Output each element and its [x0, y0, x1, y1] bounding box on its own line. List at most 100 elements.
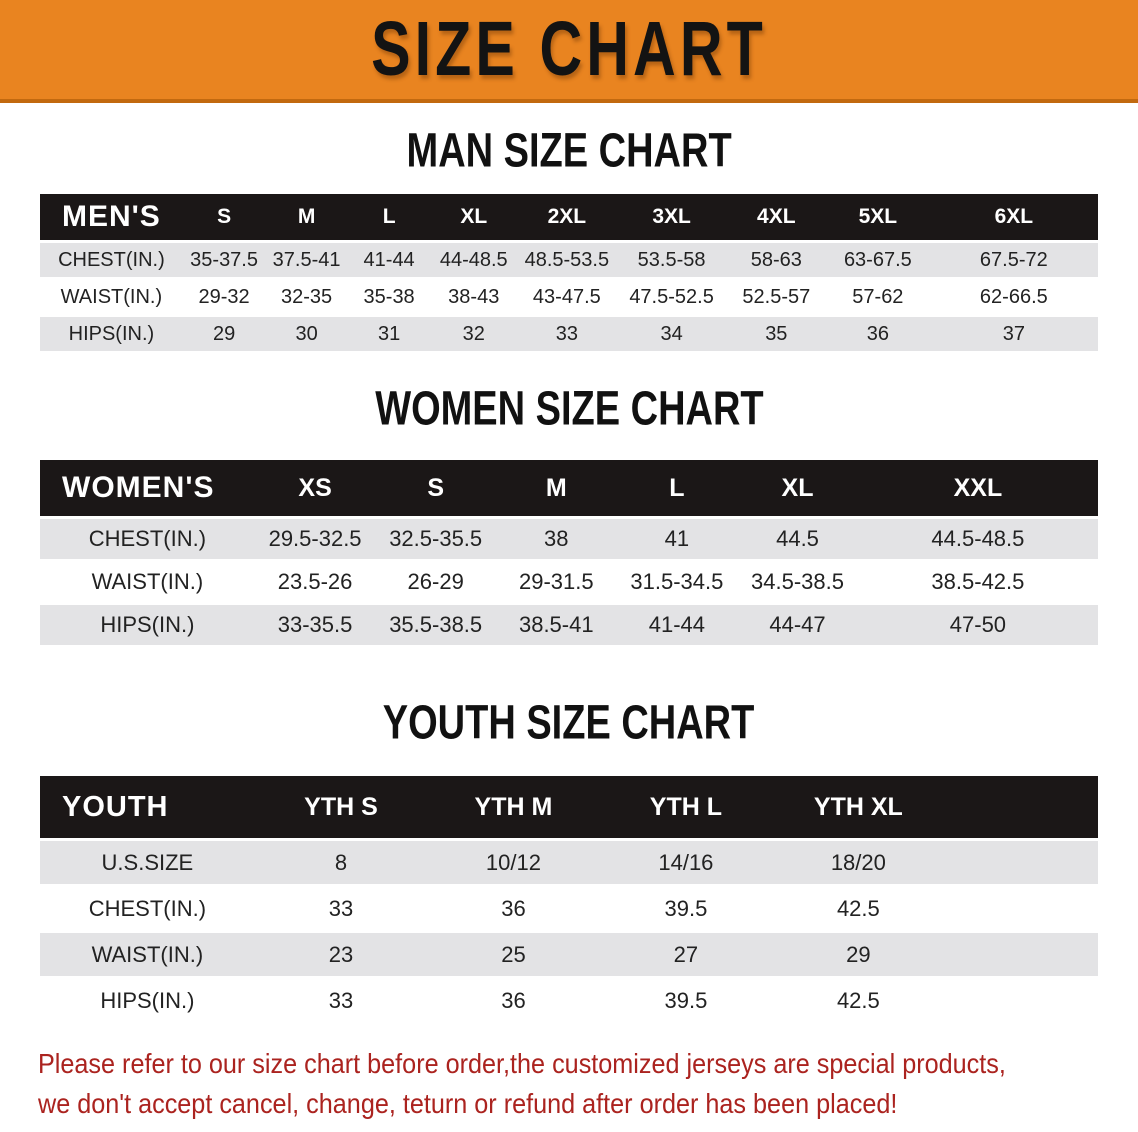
table-cell: 39.5 [599, 884, 773, 932]
column-header: 3XL [616, 194, 727, 242]
table-cell: 63-67.5 [826, 240, 930, 279]
column-header: M [265, 194, 348, 242]
disclaimer: Please refer to our size chart before or… [38, 1044, 1138, 1124]
table-cell: 36 [427, 884, 600, 932]
table-cell: 67.5-72 [929, 240, 1098, 279]
table-row: HIPS(IN.) 33 36 39.5 42.5 [40, 976, 1098, 1022]
table-cell: 41-44 [347, 240, 431, 279]
table-cell: 44.5 [737, 516, 858, 561]
table-cell: 35.5-38.5 [375, 602, 496, 645]
table-cell: 36 [826, 314, 930, 351]
women-section-heading: WOMEN SIZE CHART [0, 383, 1138, 436]
row-label: HIPS(IN.) [40, 976, 255, 1022]
column-header: S [375, 460, 496, 518]
table-cell: 8 [254, 838, 428, 886]
table-cell: 26-29 [375, 559, 496, 604]
table-cell: 33 [254, 976, 428, 1022]
table-cell: 44-48.5 [430, 240, 518, 279]
table-cell: 31.5-34.5 [616, 559, 738, 604]
column-header: XL [430, 194, 518, 242]
women-section-heading-text: WOMEN SIZE CHART [374, 382, 764, 436]
table-cell: 34.5-38.5 [737, 559, 858, 604]
filler-cell [944, 884, 1098, 932]
table-header-label: MEN'S [40, 194, 183, 242]
column-header: L [347, 194, 431, 242]
row-label: CHEST(IN.) [40, 516, 255, 561]
table-cell: 37 [929, 314, 1098, 351]
column-header: YTH S [254, 776, 428, 840]
table-cell: 52.5-57 [726, 277, 827, 316]
table-cell: 39.5 [599, 976, 773, 1022]
men-size-table: MEN'S S M L XL 2XL 3XL 4XL 5XL 6XL CHEST(IN.) 35-37… [40, 194, 1098, 351]
column-header: YTH XL [772, 776, 945, 840]
men-section-heading-text: MAN SIZE CHART [406, 124, 732, 178]
table-cell: 48.5-53.5 [517, 240, 617, 279]
filler-cell [944, 776, 1098, 840]
table-cell: 29 [182, 314, 266, 351]
table-header-label: WOMEN'S [40, 460, 255, 518]
page-title: SIZE CHART [371, 6, 767, 93]
table-cell: 47.5-52.5 [616, 277, 727, 316]
table-cell: 53.5-58 [616, 240, 727, 279]
table-header-label: YOUTH [40, 776, 255, 840]
row-label: HIPS(IN.) [40, 602, 255, 645]
filler-cell [944, 976, 1098, 1022]
table-row: CHEST(IN.) 33 36 39.5 42.5 [40, 884, 1098, 932]
row-label: WAIST(IN.) [40, 930, 255, 978]
table-row: CHEST(IN.) 35-37.5 37.5-41 41-44 44-48.5 48.5… [40, 240, 1098, 279]
table-cell: 58-63 [726, 240, 827, 279]
youth-section-heading-text: YOUTH SIZE CHART [383, 696, 755, 750]
table-cell: 41 [616, 516, 738, 561]
table-cell: 27 [599, 930, 773, 978]
table-cell: 35-38 [347, 277, 431, 316]
table-cell: 38 [495, 516, 617, 561]
men-size-table-wrap: MEN'S S M L XL 2XL 3XL 4XL 5XL 6XL CHEST(IN.) 35-37… [40, 194, 1098, 351]
youth-size-table: YOUTH YTH S YTH M YTH L YTH XL U.S.SIZE 8 10/12… [40, 776, 1098, 1022]
youth-section-heading: YOUTH SIZE CHART [0, 697, 1138, 750]
table-cell: 10/12 [427, 838, 600, 886]
table-cell: 62-66.5 [929, 277, 1098, 316]
table-cell: 33 [254, 884, 428, 932]
column-header: XXL [857, 460, 1098, 518]
table-cell: 23.5-26 [254, 559, 376, 604]
men-section-heading: MAN SIZE CHART [0, 125, 1138, 178]
women-size-table-wrap: WOMEN'S XS S M L XL XXL CHEST(IN.) 29.5-32.5 32.5… [40, 460, 1098, 645]
column-header: L [616, 460, 738, 518]
table-cell: 43-47.5 [517, 277, 617, 316]
table-row: CHEST(IN.) 29.5-32.5 32.5-35.5 38 41 44.5 44.5… [40, 516, 1098, 561]
table-cell: 29 [772, 930, 945, 978]
table-row: WAIST(IN.) 29-32 32-35 35-38 38-43 43-47.5 47.… [40, 277, 1098, 316]
row-label: WAIST(IN.) [40, 277, 183, 316]
table-cell: 32-35 [265, 277, 348, 316]
table-cell: 42.5 [772, 976, 945, 1022]
table-row: WAIST(IN.) 23.5-26 26-29 29-31.5 31.5-34.5 34… [40, 559, 1098, 604]
column-header: 5XL [826, 194, 930, 242]
column-header: YTH M [427, 776, 600, 840]
disclaimer-line-1: Please refer to our size chart before or… [38, 1048, 1006, 1079]
column-header: 6XL [929, 194, 1098, 242]
table-cell: 29.5-32.5 [254, 516, 376, 561]
table-cell: 32 [430, 314, 518, 351]
column-header: 4XL [726, 194, 827, 242]
table-cell: 35 [726, 314, 827, 351]
disclaimer-line-2: we don't accept cancel, change, teturn o… [38, 1088, 898, 1119]
table-row: WAIST(IN.) 23 25 27 29 [40, 930, 1098, 978]
column-header: S [182, 194, 266, 242]
row-label: CHEST(IN.) [40, 884, 255, 932]
column-header: XL [737, 460, 858, 518]
table-cell: 35-37.5 [182, 240, 266, 279]
table-cell: 47-50 [857, 602, 1098, 645]
column-header: M [495, 460, 617, 518]
column-header: YTH L [599, 776, 773, 840]
table-cell: 44-47 [737, 602, 858, 645]
row-label: HIPS(IN.) [40, 314, 183, 351]
table-cell: 38.5-41 [495, 602, 617, 645]
table-cell: 33 [517, 314, 617, 351]
column-header: 2XL [517, 194, 617, 242]
column-header: XS [254, 460, 376, 518]
women-size-table: WOMEN'S XS S M L XL XXL CHEST(IN.) 29.5-32.5 32.5… [40, 460, 1098, 645]
banner: SIZE CHART [0, 0, 1138, 103]
table-row: HIPS(IN.) 29 30 31 32 33 34 35 36 37 [40, 314, 1098, 351]
table-cell: 33-35.5 [254, 602, 376, 645]
